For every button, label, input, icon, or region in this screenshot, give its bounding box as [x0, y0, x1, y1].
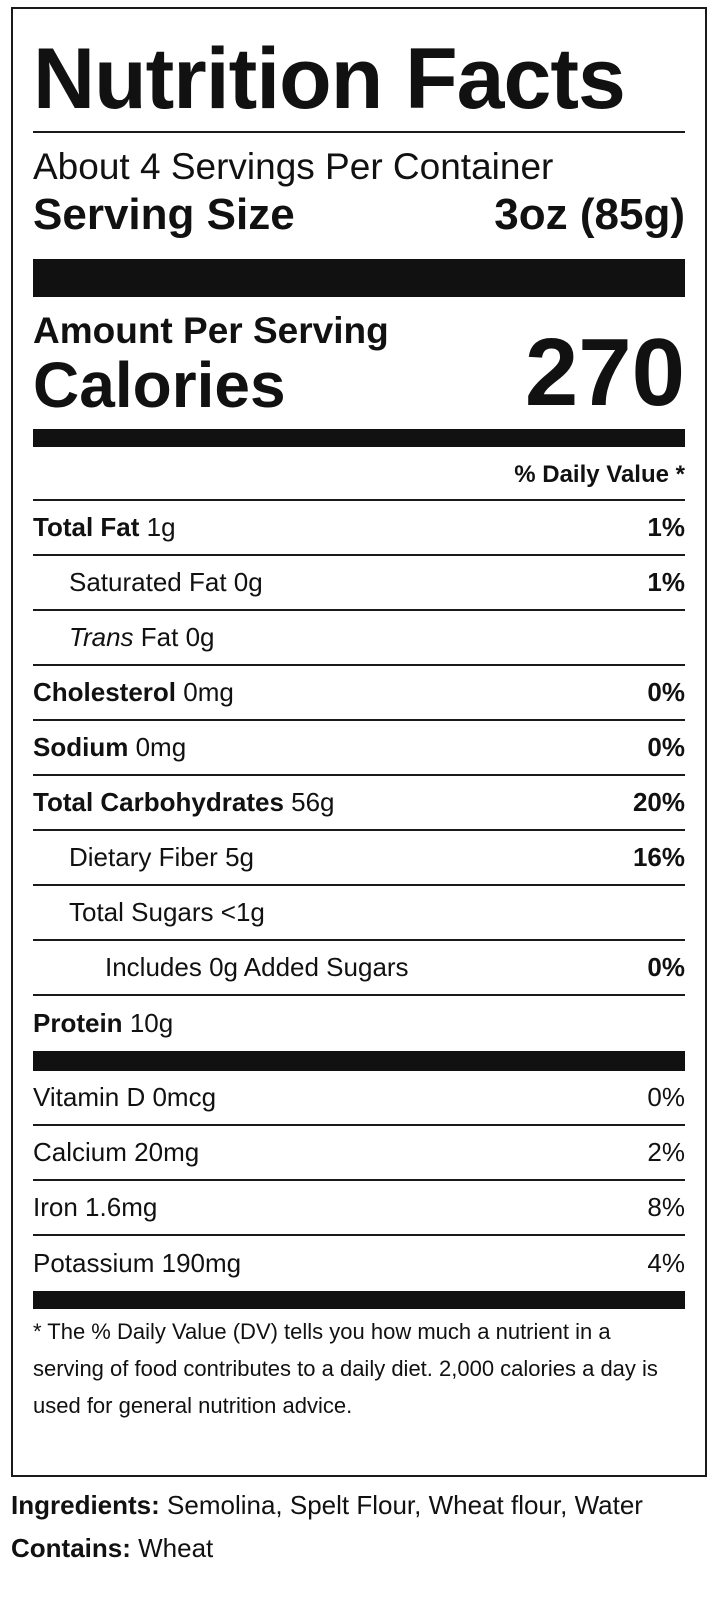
nutrient-name: Saturated Fat 0g — [69, 567, 263, 597]
amount-per-serving-label: Amount Per Serving — [33, 310, 389, 351]
vitamin-daily-value: 0% — [647, 1082, 685, 1112]
nutrient-name: Total Sugars <1g — [69, 897, 265, 927]
nutrient-row-protein: Protein 10g — [33, 996, 685, 1051]
thick-divider-bar — [33, 259, 685, 297]
nutrient-daily-value: 1% — [647, 512, 685, 542]
nutrient-daily-value: 0% — [647, 952, 685, 982]
calories-value: 270 — [524, 319, 685, 426]
vitamin-daily-value: 2% — [647, 1137, 685, 1167]
vitamin-row-potassium: Potassium 190mg 4% — [33, 1236, 685, 1291]
nutrient-name: Sodium 0mg — [33, 732, 187, 762]
vitamin-daily-value: 4% — [647, 1248, 685, 1278]
calories-label: Calories — [33, 349, 286, 421]
calories-block: Amount Per Serving Calories 270 — [33, 297, 685, 429]
ingredients-label: Ingredients: — [11, 1490, 160, 1520]
nutrient-row-trans-fat: Trans Fat 0g — [33, 611, 685, 666]
ingredients-line: Ingredients: Semolina, Spelt Flour, Whea… — [11, 1484, 701, 1527]
vitamin-row-vitamin-d: Vitamin D 0mcg 0% — [33, 1071, 685, 1126]
servings-per-container: About 4 Servings Per Container — [33, 146, 554, 187]
serving-size-value: 3oz (85g) — [494, 190, 685, 239]
protein-divider-bar — [33, 1051, 685, 1071]
contains-text: Wheat — [138, 1533, 214, 1563]
nutrient-row-total-fat: Total Fat 1g 1% — [33, 501, 685, 556]
nutrient-daily-value: 1% — [647, 567, 685, 597]
serving-size-label: Serving Size — [33, 190, 295, 239]
vitamin-name: Iron 1.6mg — [33, 1192, 158, 1222]
nutrient-row-total-sugars: Total Sugars <1g — [33, 886, 685, 941]
nutrient-row-added-sugars: Includes 0g Added Sugars 0% — [33, 941, 685, 996]
vitamin-name: Potassium 190mg — [33, 1248, 242, 1278]
ingredients-section: Ingredients: Semolina, Spelt Flour, Whea… — [11, 1484, 701, 1570]
nutrient-row-sodium: Sodium 0mg 0% — [33, 721, 685, 776]
nutrient-row-saturated-fat: Saturated Fat 0g 1% — [33, 556, 685, 611]
vitamin-row-calcium: Calcium 20mg 2% — [33, 1126, 685, 1181]
contains-label: Contains: — [11, 1533, 131, 1563]
daily-value-footnote: * The % Daily Value (DV) tells you how m… — [33, 1319, 658, 1418]
nutrient-row-dietary-fiber: Dietary Fiber 5g 16% — [33, 831, 685, 886]
nutrition-facts-panel: Nutrition Facts About 4 Servings Per Con… — [11, 7, 707, 1477]
title-divider — [33, 131, 685, 133]
nutrient-daily-value: 0% — [647, 677, 685, 707]
nutrient-daily-value: 20% — [632, 787, 685, 817]
nutrient-name: Trans Fat 0g — [69, 622, 215, 652]
serving-size-row: Serving Size 3oz (85g) — [33, 189, 685, 241]
contains-line: Contains: Wheat — [11, 1527, 701, 1570]
nutrient-row-cholesterol: Cholesterol 0mg 0% — [33, 666, 685, 721]
nutrient-name: Total Fat 1g — [33, 512, 176, 542]
vitamin-daily-value: 8% — [647, 1192, 685, 1222]
nutrient-row-total-carbohydrates: Total Carbohydrates 56g 20% — [33, 776, 685, 831]
nutrient-name: Dietary Fiber 5g — [69, 842, 254, 872]
nutrient-daily-value: 0% — [647, 732, 685, 762]
nutrient-name: Cholesterol 0mg — [33, 677, 234, 707]
vitamin-row-iron: Iron 1.6mg 8% — [33, 1181, 685, 1236]
nutrient-name: Includes 0g Added Sugars — [105, 952, 409, 982]
daily-value-header: % Daily Value * — [33, 447, 685, 501]
vitamin-name: Vitamin D 0mcg — [33, 1082, 217, 1112]
nutrient-daily-value: 16% — [632, 842, 685, 872]
medium-divider-bar — [33, 429, 685, 447]
vitamin-name: Calcium 20mg — [33, 1137, 200, 1167]
footnote-divider-bar — [33, 1291, 685, 1309]
nutrition-facts-title: Nutrition Facts — [33, 31, 626, 127]
nutrient-name: Total Carbohydrates 56g — [33, 787, 335, 817]
nutrient-name: Protein 10g — [33, 1008, 174, 1038]
ingredients-text: Semolina, Spelt Flour, Wheat flour, Wate… — [167, 1490, 643, 1520]
